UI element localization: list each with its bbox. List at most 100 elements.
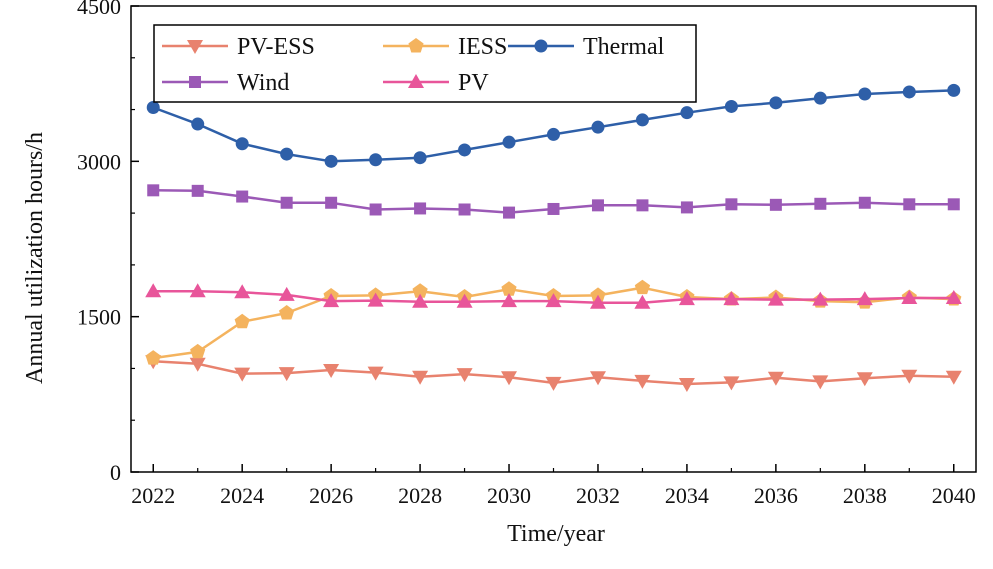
data-point-pv-ess (501, 371, 517, 386)
data-point-pv-ess (945, 370, 962, 385)
data-point-wind (414, 202, 427, 215)
data-point-pv (145, 283, 162, 298)
data-point-pv (323, 293, 340, 308)
data-point-pv-ess (412, 370, 429, 385)
legend-entry-pv-ess: PV-ESS (162, 34, 315, 60)
data-point-iess (234, 313, 250, 329)
data-point-pv (767, 291, 784, 306)
data-point-thermal (324, 154, 338, 168)
legend-label: Wind (237, 70, 289, 96)
data-point-pv (367, 292, 384, 307)
data-point-pv (545, 293, 562, 308)
data-point-pv-ess (323, 364, 340, 378)
x-tick-label: 2040 (932, 483, 976, 508)
legend-marker (408, 38, 424, 53)
data-point-wind (458, 203, 471, 216)
data-point-pv-ess (545, 376, 562, 391)
x-tick-label: 2036 (754, 483, 798, 508)
data-point-thermal (369, 153, 383, 167)
x-tick-label: 2038 (843, 483, 887, 508)
series-thermal (146, 83, 961, 168)
y-axis-title: Annual utilization hours/h (22, 132, 48, 384)
series-pv (145, 283, 962, 309)
legend-entry-pv: PV (383, 70, 489, 96)
data-point-wind (680, 201, 693, 214)
data-point-pv-ess (456, 368, 473, 383)
legend: PV-ESS IESS Thermal Wind PV (153, 24, 697, 103)
data-point-iess (634, 279, 651, 295)
data-point-thermal (858, 87, 872, 101)
legend-marker (187, 40, 203, 54)
x-tick-label: 2022 (131, 483, 175, 508)
data-point-thermal (235, 137, 249, 151)
data-point-wind (903, 198, 916, 211)
data-point-pv-ess (189, 357, 206, 372)
data-point-pv (812, 291, 829, 306)
data-point-wind (191, 184, 204, 197)
series-iess (145, 279, 962, 365)
data-point-thermal (813, 91, 827, 105)
data-point-wind (503, 206, 516, 219)
data-point-pv-ess (678, 378, 695, 392)
x-tick-label: 2030 (487, 483, 531, 508)
data-point-iess (590, 287, 606, 302)
x-axis-title: Time/year (507, 521, 605, 547)
data-point-wind (591, 199, 604, 212)
data-point-wind (947, 198, 960, 211)
data-point-wind (769, 198, 782, 211)
data-point-thermal (769, 96, 783, 110)
data-point-wind (280, 196, 293, 209)
data-point-thermal (502, 135, 516, 149)
data-point-wind (236, 190, 249, 203)
data-point-pv (189, 283, 206, 298)
data-point-pv-ess (367, 366, 384, 381)
data-point-wind (325, 196, 338, 209)
data-point-thermal (724, 99, 738, 113)
data-point-thermal (146, 100, 160, 114)
y-tick-label: 4500 (77, 0, 121, 19)
data-point-thermal (635, 113, 649, 127)
data-point-wind (547, 202, 560, 215)
data-point-pv (412, 293, 429, 308)
legend-label: IESS (458, 34, 507, 60)
data-point-pv-ess (234, 367, 251, 382)
data-point-pv-ess (590, 371, 606, 386)
data-point-thermal (191, 117, 205, 131)
series-layer (145, 83, 962, 392)
x-tick-label: 2024 (220, 483, 264, 508)
legend-entry-wind: Wind (162, 70, 289, 96)
legend-entry-iess: IESS (383, 34, 507, 60)
data-point-pv (278, 286, 295, 301)
legend-label: PV (458, 70, 489, 96)
x-tick-label: 2028 (398, 483, 442, 508)
data-point-pv (234, 284, 251, 299)
data-point-wind (369, 203, 382, 216)
data-point-pv (590, 294, 606, 309)
x-tick-label: 2034 (665, 483, 709, 508)
data-point-iess (279, 305, 295, 320)
legend-marker (189, 76, 201, 88)
series-pv-ess (145, 355, 962, 392)
data-point-thermal (947, 83, 961, 97)
data-point-pv (901, 290, 918, 304)
data-point-thermal (413, 151, 427, 165)
legend-label: PV-ESS (237, 34, 315, 60)
data-point-pv-ess (812, 375, 829, 390)
data-point-iess (501, 281, 517, 296)
data-point-wind (814, 197, 827, 210)
x-tick-label: 2026 (309, 483, 353, 508)
data-point-wind (725, 198, 738, 211)
legend-label: Thermal (583, 34, 665, 60)
legend-marker (408, 74, 424, 88)
series-wind (147, 184, 960, 219)
data-point-pv-ess (278, 367, 295, 382)
data-point-pv (634, 294, 651, 309)
y-tick-label: 3000 (77, 149, 121, 174)
data-point-iess (412, 283, 428, 298)
data-point-pv-ess (723, 376, 740, 391)
data-point-thermal (902, 85, 916, 99)
data-point-thermal (591, 120, 605, 134)
data-point-pv (456, 293, 473, 308)
legend-marker (534, 39, 548, 53)
